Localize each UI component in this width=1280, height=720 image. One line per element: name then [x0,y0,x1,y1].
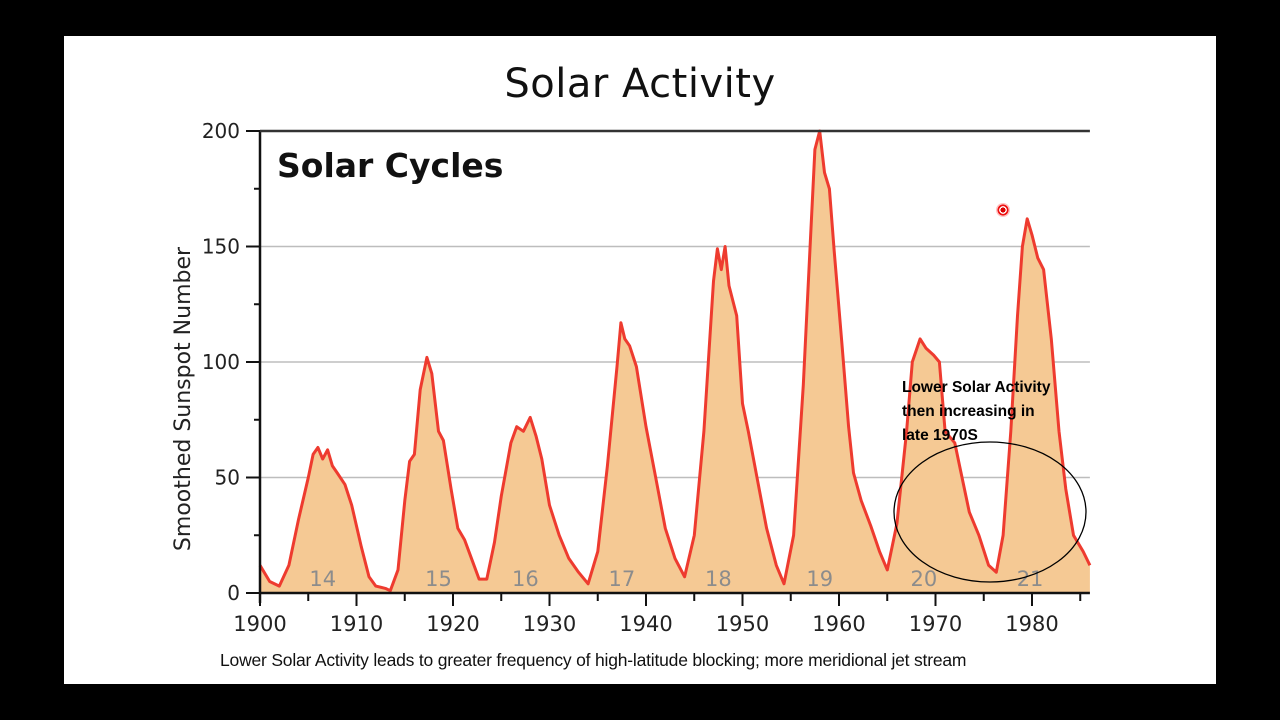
cycle-label: 14 [309,567,336,591]
cycle-label: 18 [705,567,732,591]
laser-pointer-icon [996,203,1010,217]
x-tick-label: 1950 [716,612,769,636]
y-tick-label: 0 [227,581,240,605]
x-tick-label: 1900 [233,612,286,636]
solar-cycles-chart: 14 15 16 17 18 19 20 21 1900 1910 1920 1930 1940 195… [171,119,1092,636]
y-tick-label: 100 [202,350,240,374]
slide: Solar Activity 14 15 16 17 18 19 20 21 1900 1910… [64,36,1216,684]
cycle-label: 15 [425,567,452,591]
y-axis-ticks: 0 50 100 150 200 [202,119,260,605]
annotation-line: late 1970S [902,427,978,444]
y-tick-label: 50 [215,466,240,490]
axes [258,129,1090,603]
x-tick-label: 1930 [523,612,576,636]
x-tick-label: 1920 [426,612,479,636]
x-axis-ticks: 1900 1910 1920 1930 1940 1950 1960 1970 1980 [233,593,1082,636]
cycle-label: 19 [806,567,833,591]
y-tick-label: 200 [202,119,240,143]
cycle-label: 16 [512,567,539,591]
annotation-line: then increasing in [902,403,1035,420]
x-tick-label: 1980 [1005,612,1058,636]
x-tick-label: 1970 [909,612,962,636]
x-tick-label: 1910 [330,612,383,636]
annotation-note: Lower Solar Activity then increasing in … [902,376,1102,448]
x-tick-label: 1960 [812,612,865,636]
y-tick-label: 150 [202,235,240,259]
highlight-ellipse [893,441,1087,583]
y-axis-label: Smoothed Sunspot Number [171,246,196,551]
slide-caption: Lower Solar Activity leads to greater fr… [220,650,967,670]
sunspot-series-line [258,129,1092,593]
annotation-line: Lower Solar Activity [902,379,1051,396]
cycle-label: 20 [911,567,938,591]
chart-title: Solar Cycles [277,146,503,185]
slide-title: Solar Activity [504,61,776,107]
x-tick-label: 1940 [619,612,672,636]
cycle-label: 17 [609,567,636,591]
